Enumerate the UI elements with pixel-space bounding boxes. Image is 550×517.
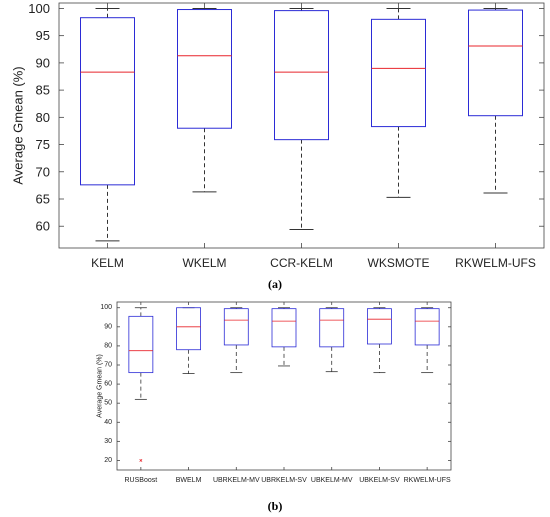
caption-a: (a) bbox=[268, 277, 282, 291]
box-plot-ubkelm-sv: UBKELM-SV bbox=[359, 302, 400, 484]
y-tick-label: 60 bbox=[104, 381, 112, 388]
x-tick-label: WKSMOTE bbox=[368, 256, 430, 270]
box-plot-ubkelm-mv: UBKELM-MV bbox=[311, 302, 353, 484]
y-tick-label: 90 bbox=[104, 323, 112, 330]
y-tick-label: 90 bbox=[36, 55, 50, 70]
iqr-box bbox=[367, 308, 392, 345]
caption-b: (b) bbox=[268, 499, 283, 513]
x-tick-label: KELM bbox=[91, 256, 124, 270]
box-plot-ubrkelm-mv: UBRKELM-MV bbox=[213, 302, 260, 484]
y-tick-label: 65 bbox=[36, 192, 50, 207]
y-tick-label: 50 bbox=[104, 400, 112, 407]
x-tick-label: RKWELM-UFS bbox=[404, 477, 451, 484]
y-tick-label: 60 bbox=[36, 219, 50, 234]
y-axis-label: Average Gmean (%) bbox=[97, 354, 104, 418]
y-tick-label: 75 bbox=[36, 137, 50, 152]
chart-b: 20 30 40 50 60 70 80 90 100 Average Gmean (%) RUSB… bbox=[97, 301, 452, 484]
iqr-box bbox=[468, 9, 523, 117]
x-tick-label: BWELM bbox=[176, 477, 202, 484]
x-tick-label: UBRKELM-MV bbox=[213, 477, 260, 484]
y-tick-label: 80 bbox=[36, 110, 50, 125]
box-plot-wkelm: WKELM bbox=[177, 3, 232, 270]
box-plot-kelm: KELM bbox=[80, 3, 135, 270]
x-tick-label: UBRKELM-SV bbox=[261, 477, 307, 484]
y-tick-label: 40 bbox=[104, 419, 112, 426]
x-tick-label: RKWELM-UFS bbox=[455, 256, 536, 270]
y-tick-label: 70 bbox=[36, 164, 50, 179]
y-tick-label: 30 bbox=[104, 438, 112, 445]
iqr-box bbox=[319, 308, 345, 348]
x-tick-label: RUSBoost bbox=[125, 477, 158, 484]
box-plot-rkwelm-ufs: RKWELM-UFS bbox=[455, 3, 536, 270]
box-plot-ubrkelm-sv: UBRKELM-SV bbox=[261, 302, 307, 484]
y-tick-label: 20 bbox=[104, 457, 112, 464]
box-plot-wksmote: WKSMOTE bbox=[368, 3, 430, 270]
iqr-box bbox=[271, 308, 297, 348]
outlier-marker bbox=[139, 458, 143, 462]
iqr-box bbox=[80, 17, 135, 186]
x-tick-label: CCR-KELM bbox=[270, 256, 333, 270]
iqr-box bbox=[177, 9, 232, 129]
y-tick-label: 100 bbox=[100, 304, 112, 311]
chart-a: 60 65 70 75 80 85 90 95 100 Average Gmean (%) KELM… bbox=[11, 1, 545, 270]
x-tick-label: UBKELM-MV bbox=[311, 477, 353, 484]
iqr-box bbox=[274, 10, 329, 141]
iqr-box bbox=[128, 315, 154, 374]
y-tick-label: 95 bbox=[36, 28, 50, 43]
x-tick-label: WKELM bbox=[182, 256, 226, 270]
iqr-box bbox=[223, 308, 249, 346]
y-tick-label: 85 bbox=[36, 83, 50, 98]
x-tick-label: UBKELM-SV bbox=[359, 477, 400, 484]
y-tick-label: 80 bbox=[104, 342, 112, 349]
y-tick-label: 100 bbox=[28, 1, 50, 16]
iqr-box bbox=[414, 308, 440, 346]
iqr-box bbox=[371, 18, 426, 128]
box-plot-bwelm: BWELM bbox=[176, 302, 202, 484]
iqr-box bbox=[176, 307, 201, 351]
box-plot-rkwelm-ufs: RKWELM-UFS bbox=[404, 302, 451, 484]
y-tick-label: 70 bbox=[104, 362, 112, 369]
y-axis-label: Average Gmean (%) bbox=[11, 66, 26, 184]
box-plot-ccr-kelm: CCR-KELM bbox=[270, 3, 333, 270]
box-plot-rusboost: RUSBoost bbox=[125, 302, 158, 484]
